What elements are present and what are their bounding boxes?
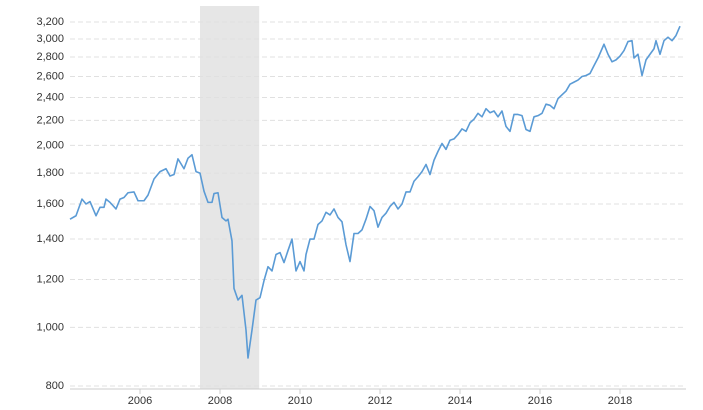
y-tick-label: 1,000 (36, 321, 64, 333)
y-tick-label: 2,800 (36, 51, 64, 63)
y-tick-label: 3,200 (36, 16, 64, 28)
line-series (69, 25, 681, 359)
y-tick-label: 3,000 (36, 33, 64, 45)
x-tick-label: 2016 (528, 395, 552, 407)
shaded-region (200, 6, 260, 389)
x-tick-label: 2014 (448, 395, 472, 407)
x-tick-label: 2006 (128, 395, 152, 407)
x-tick-label: 2018 (608, 395, 632, 407)
y-tick-label: 2,400 (36, 91, 64, 103)
y-tick-label: 2,600 (36, 70, 64, 82)
x-tick-label: 2012 (368, 395, 392, 407)
y-tick-label: 2,000 (36, 139, 64, 151)
y-tick-label: 1,600 (36, 198, 64, 210)
x-tick-label: 2010 (288, 395, 312, 407)
y-tick-label: 1,800 (36, 167, 64, 179)
y-tick-label: 1,200 (36, 273, 64, 285)
x-tick-label: 2008 (208, 395, 232, 407)
y-tick-label: 800 (46, 380, 64, 392)
y-tick-label: 2,200 (36, 114, 64, 126)
y-tick-label: 1,400 (36, 233, 64, 245)
